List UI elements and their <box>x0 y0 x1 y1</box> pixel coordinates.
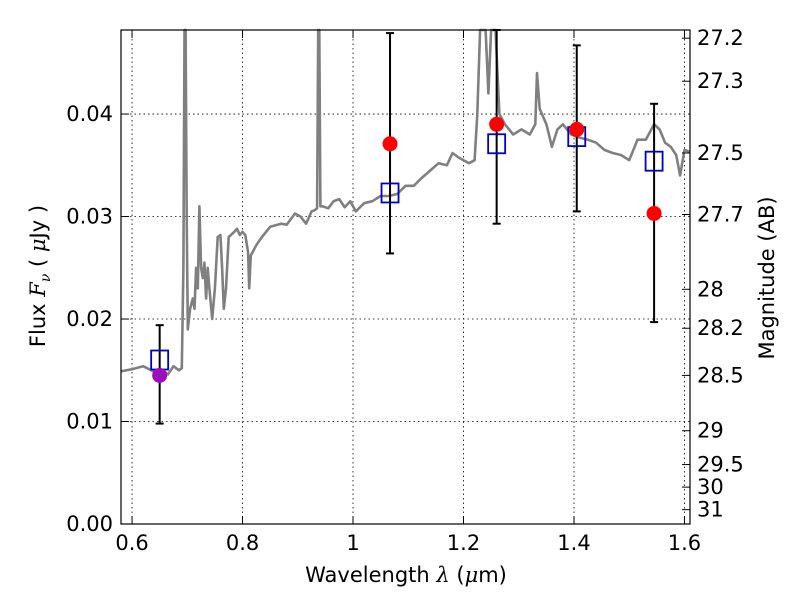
model-spectrum <box>120 28 691 376</box>
x-axis-title: Wavelength λ (μm) <box>305 563 507 587</box>
x-tick-label: 0.8 <box>226 531 259 555</box>
y-tick-label: 0.03 <box>66 205 113 229</box>
y-axis-title: Flux Fν ( μJy ) <box>26 205 54 347</box>
tick-labels: 0.6 0.8 1 1.2 1.4 1.6 0.00 0.01 0.02 0.03 0.04 27.2… <box>66 26 744 555</box>
y-tick-label: 0.01 <box>66 410 113 434</box>
x-tick-label: 1.4 <box>557 531 590 555</box>
y2-tick-label: 27.7 <box>697 202 744 226</box>
model-photometry-square <box>487 133 507 155</box>
y2-tick-label: 30 <box>697 475 724 499</box>
x-tick-label: 0.6 <box>115 531 148 555</box>
y2-tick-label: 28.5 <box>697 363 744 387</box>
model-photometry-square <box>380 182 400 204</box>
x-tick-label: 1 <box>346 531 359 555</box>
observed-photometry-point <box>382 136 398 152</box>
y2-axis-title: Magnitude (AB) <box>755 196 779 359</box>
observed-photometry-point <box>569 121 585 137</box>
y2-tick-label: 29.5 <box>697 453 744 477</box>
x-tick-label: 1.6 <box>668 531 701 555</box>
model-spectrum-line <box>120 28 691 376</box>
y2-tick-label: 29 <box>697 419 724 443</box>
y2-tick-label: 27.2 <box>697 26 744 50</box>
y-tick-label: 0.00 <box>66 512 113 536</box>
observed-photometry-point <box>489 116 505 132</box>
y-tick-label: 0.02 <box>66 307 113 331</box>
plot-frame <box>120 29 691 525</box>
observed-photometry-point <box>646 205 662 221</box>
y2-tick-label: 28 <box>697 277 724 301</box>
x-tick-label: 1.2 <box>447 531 480 555</box>
y2-tick-label: 27.5 <box>697 141 744 165</box>
observed-photometry-markers <box>152 116 662 383</box>
model-photometry-square <box>644 150 664 172</box>
y2-tick-label: 31 <box>697 498 724 522</box>
observed-photometry-point <box>152 367 168 383</box>
y-tick-label: 0.04 <box>66 102 113 126</box>
axis-ticks <box>121 30 690 525</box>
y2-tick-label: 27.3 <box>697 69 744 93</box>
y2-tick-label: 28.2 <box>697 316 744 340</box>
